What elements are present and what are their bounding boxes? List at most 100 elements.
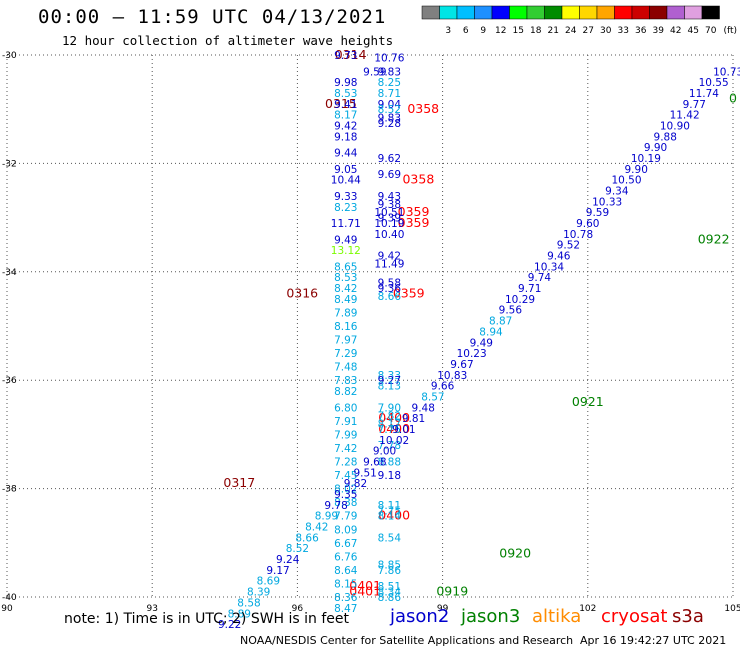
wave-height-value: 7.75 <box>378 424 401 436</box>
legend-cryosat: cryosat <box>601 606 668 627</box>
wave-height-value: 8.09 <box>334 524 357 536</box>
wave-height-value: 7.97 <box>334 335 357 347</box>
wave-height-value: 9.59 <box>586 207 609 219</box>
wave-height-value: 9.82 <box>344 478 367 490</box>
wave-height-value: 9.73 <box>334 50 357 62</box>
wave-height-value: 9.49 <box>334 234 357 246</box>
wave-height-value: 7.29 <box>334 348 357 360</box>
wave-height-value: 9.28 <box>378 118 401 130</box>
wave-height-value: 8.53 <box>334 88 357 100</box>
colorbar-tick-label: 30 <box>600 26 612 36</box>
wave-height-value: 8.65 <box>334 261 357 273</box>
colorbar-tick-label: 3 <box>445 26 451 36</box>
wave-height-value: 8.42 <box>334 283 357 295</box>
colorbar-tick-label: 27 <box>583 26 594 36</box>
wave-height-value: 10.51 <box>374 207 404 219</box>
wave-height-value: 9.22 <box>218 619 241 631</box>
wave-height-value: 8.99 <box>315 511 338 523</box>
wave-height-value: 7.79 <box>334 511 357 523</box>
wave-height-value: 8.66 <box>378 291 402 303</box>
wave-height-value: 8.47 <box>334 603 357 615</box>
wave-height-value: 8.64 <box>334 565 358 577</box>
wave-height-value: 7.90 <box>378 402 401 414</box>
pass-time-label: 0401 <box>349 578 381 593</box>
wave-height-value: 9.18 <box>334 131 357 143</box>
legend-altika: altika <box>532 606 582 627</box>
wave-height-value: 8.53 <box>334 272 357 284</box>
wave-height-value: 10.83 <box>437 370 467 382</box>
wave-height-value: 7.99 <box>334 429 357 441</box>
wave-height-value: 10.40 <box>374 229 404 241</box>
wave-height-value: 9.42 <box>378 251 401 263</box>
colorbar-tick-label: 12 <box>495 26 506 36</box>
wave-height-value: 8.17 <box>334 110 357 122</box>
wave-height-value: 7.86 <box>378 565 402 577</box>
wave-height-value: 9.44 <box>334 148 358 160</box>
wave-height-value: 9.62 <box>378 153 401 165</box>
colorbar-tick-label: 21 <box>548 26 559 36</box>
wave-height-value: 9.00 <box>373 446 396 458</box>
wave-height-value: 10.55 <box>699 77 729 89</box>
colorbar-tick-label: 33 <box>618 26 629 36</box>
chart-subtitle: 12 hour collection of altimeter wave hei… <box>62 33 394 48</box>
wave-height-value: 8.23 <box>334 202 357 214</box>
wave-height-value: 10.73 <box>713 66 740 78</box>
pass-time-label: 0920 <box>499 546 531 561</box>
colorbar-tick-label: 18 <box>530 26 542 36</box>
wave-height-value: 9.48 <box>412 402 435 414</box>
colorbar-unit: (ft) <box>724 26 738 36</box>
x-tick-label: 105 <box>724 604 740 614</box>
wave-height-value: 8.42 <box>305 522 328 534</box>
wave-height-value: 10.76 <box>374 53 404 65</box>
wave-height-value: 7.75 <box>378 505 401 517</box>
wave-height-value: 8.52 <box>286 543 309 555</box>
wave-height-value: 9.77 <box>683 99 706 111</box>
wave-height-value: 8.39 <box>247 587 270 599</box>
wave-height-value: 10.34 <box>534 261 564 273</box>
colorbar-swatch <box>701 5 720 20</box>
wave-height-value: 8.16 <box>334 321 358 333</box>
pass-time-label: 0400 <box>378 508 410 523</box>
y-tick-label: -30 <box>2 51 17 61</box>
wave-height-value: 9.83 <box>378 66 401 78</box>
pass-time-label: 0315 <box>325 96 357 111</box>
wave-height-value: 8.33 <box>378 370 401 382</box>
wave-height-value: 9.39 <box>378 213 401 225</box>
wave-height-value: 8.57 <box>421 391 444 403</box>
wave-height-value: 9.67 <box>450 359 473 371</box>
wave-height-value: 8.34 <box>378 587 402 599</box>
wave-height-value: 8.17 <box>378 419 401 431</box>
colorbar-tick-label: 70 <box>705 26 717 36</box>
generated-timestamp: Apr 16 19:42:27 UTC 2021 <box>580 634 727 647</box>
wave-height-value: 9.90 <box>625 164 648 176</box>
wave-height-value: 8.38 <box>334 497 357 509</box>
wave-height-value: 9.33 <box>334 191 357 203</box>
wave-height-value: 8.88 <box>378 457 401 469</box>
colorbar-tick-label: 24 <box>565 26 577 36</box>
pass-time-label: 0401 <box>349 584 381 599</box>
wave-height-value: 9.34 <box>605 186 629 198</box>
wave-height-value: 8.85 <box>378 559 401 571</box>
wave-height-value: 9.27 <box>378 375 401 387</box>
wave-height-value: 9.35 <box>334 489 357 501</box>
wave-height-value: 8.58 <box>237 597 260 609</box>
wave-height-value: 9.58 <box>378 278 401 290</box>
wave-height-value: 9.05 <box>334 164 357 176</box>
wave-height-value: 8.89 <box>228 608 251 620</box>
wave-height-value: 10.78 <box>563 229 593 241</box>
wave-height-value: 7.82 <box>378 410 401 422</box>
wave-height-value: 8.87 <box>489 316 512 328</box>
wave-height-value: 7.48 <box>334 362 357 374</box>
y-tick-label: -40 <box>2 593 17 603</box>
colorbar-tick-label: 6 <box>463 26 469 36</box>
wave-height-value: 10.23 <box>457 348 487 360</box>
x-tick-label: 93 <box>146 604 157 614</box>
wave-height-value: 8.94 <box>479 326 503 338</box>
wave-height-value: 7.78 <box>378 440 401 452</box>
wave-height-value: 8.49 <box>334 294 357 306</box>
wave-height-value: 10.50 <box>611 175 641 187</box>
wave-height-value: 8.66 <box>295 532 319 544</box>
wave-height-value: 10.02 <box>379 435 409 447</box>
wave-height-value: 10.44 <box>331 175 361 187</box>
